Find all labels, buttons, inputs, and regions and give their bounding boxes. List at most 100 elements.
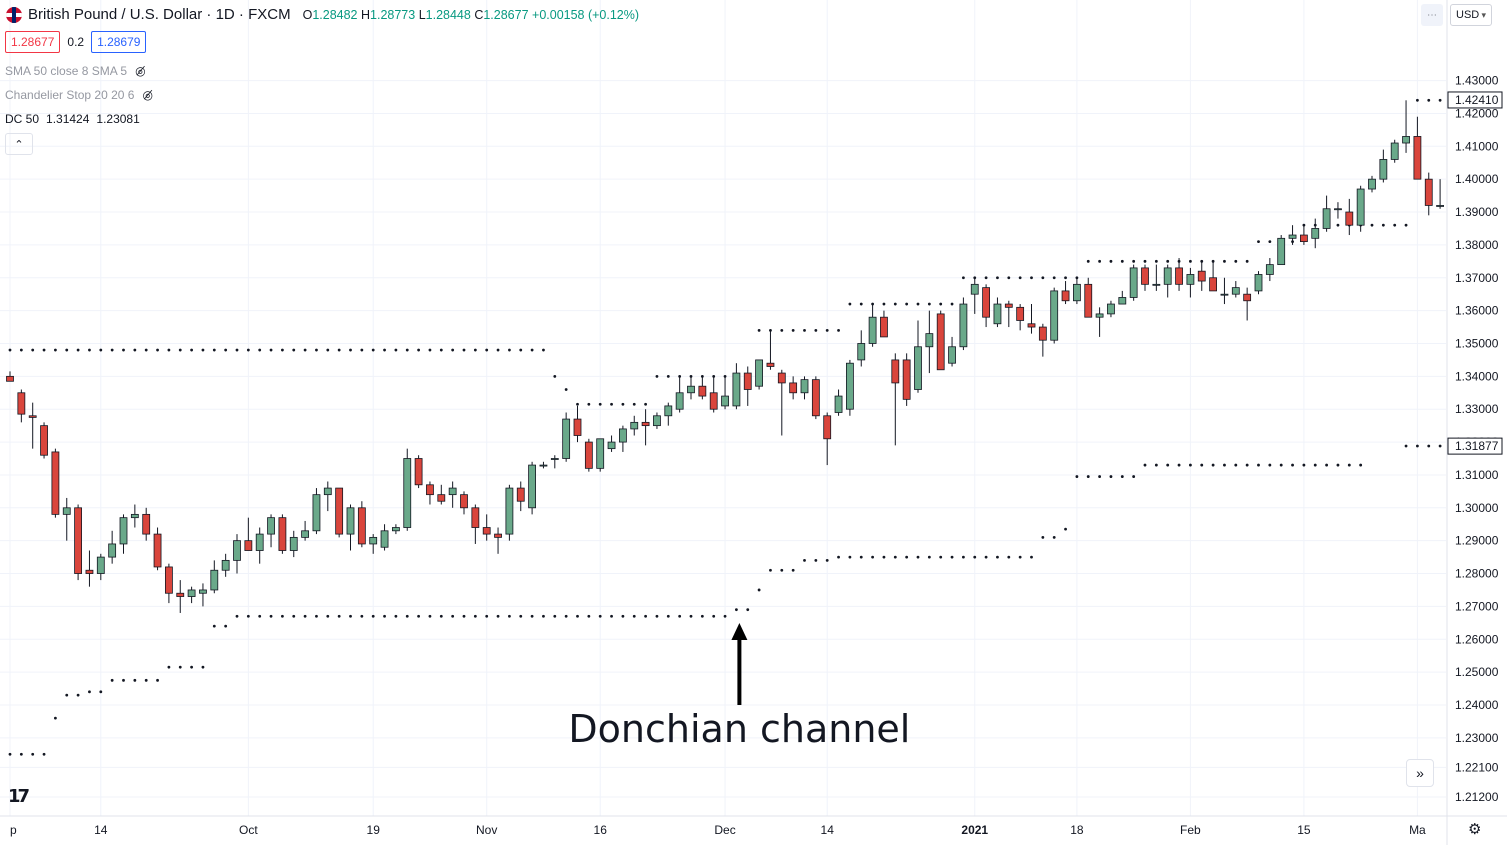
price-tick-label: 1.39000 xyxy=(1455,205,1499,219)
dc-lower-dot xyxy=(803,558,806,562)
candle-body xyxy=(176,592,185,597)
dc-lower-dot xyxy=(224,624,228,628)
dc-upper-dot xyxy=(1381,223,1385,227)
scroll-to-realtime-button[interactable]: » xyxy=(1406,759,1434,787)
collapse-legend-button[interactable]: ⌃ xyxy=(5,133,33,155)
price-tick-label: 1.26000 xyxy=(1455,632,1499,646)
currency-select[interactable]: USD xyxy=(1450,4,1492,26)
dc-lower-dot xyxy=(814,558,818,562)
dc-upper-dot xyxy=(939,302,943,306)
dc-upper-dot xyxy=(1052,276,1056,280)
dc-lower-dot xyxy=(451,614,455,618)
candle-body xyxy=(391,527,400,532)
dc-lower-dot xyxy=(281,614,284,618)
dc-lower-dot xyxy=(1416,444,1419,448)
candle-body xyxy=(164,566,173,594)
candle-body xyxy=(233,540,241,561)
candle-body xyxy=(959,303,968,348)
indicator-sma[interactable]: SMA 50 close 8 SMA 5 ◎̸ xyxy=(5,64,146,78)
price-tick-label: 1.27000 xyxy=(1455,599,1499,613)
candle-body xyxy=(1322,208,1331,229)
price-tick-label: 1.25000 xyxy=(1455,665,1499,679)
candle-body xyxy=(1209,277,1217,292)
sell-price-button[interactable]: 1.28677 xyxy=(5,31,61,53)
toolbar-toggle-button[interactable]: ⋯ xyxy=(1421,4,1443,26)
dc-lower-dot xyxy=(190,665,194,669)
dc-upper-dot xyxy=(428,348,432,352)
dc-upper-dot xyxy=(530,348,534,352)
candle-body xyxy=(755,359,763,387)
price-tick-label: 1.38000 xyxy=(1455,238,1499,252)
dc-lower-dot xyxy=(1189,463,1192,467)
price-tick-label: 1.31000 xyxy=(1455,468,1499,482)
dc-lower-dot xyxy=(973,555,977,559)
dc-upper-dot xyxy=(144,348,148,352)
candle-body xyxy=(721,395,729,407)
price-tick-label: 1.42000 xyxy=(1455,106,1499,120)
symbol-title[interactable]: British Pound / U.S. Dollar · 1D · FXCM xyxy=(28,6,291,23)
price-label-box xyxy=(1447,91,1503,109)
candle-body xyxy=(902,359,911,400)
dc-lower-dot xyxy=(1279,463,1283,467)
eye-hidden-icon[interactable]: ◎̸ xyxy=(142,88,153,102)
candle-body xyxy=(834,395,843,413)
dc-lower-dot xyxy=(780,568,784,572)
dc-upper-dot xyxy=(224,348,228,352)
candle-body xyxy=(1368,178,1376,190)
dc-upper-dot xyxy=(508,348,511,352)
dc-lower-dot xyxy=(144,678,148,682)
dc-upper-dot xyxy=(315,348,318,352)
buy-price-button[interactable]: 1.28679 xyxy=(91,31,147,53)
dc-upper-dot xyxy=(1257,240,1260,244)
dc-upper-dot xyxy=(212,348,216,352)
candle-body xyxy=(346,507,355,535)
symbol-header[interactable]: British Pound / U.S. Dollar · 1D · FXCM … xyxy=(6,6,639,23)
candle-body xyxy=(414,458,423,486)
dc-upper-dot xyxy=(576,402,579,406)
dc-upper-dot xyxy=(950,302,954,306)
dc-lower-dot xyxy=(848,555,852,559)
dc-upper-dot xyxy=(1143,259,1147,263)
price-tick-label: 1.33000 xyxy=(1455,402,1499,416)
indicator-chandelier[interactable]: Chandelier Stop 20 20 6 ◎̸ xyxy=(5,88,153,102)
candle-body xyxy=(1050,290,1059,341)
dc-lower-dot xyxy=(19,752,23,756)
dc-upper-dot xyxy=(496,348,500,352)
dc-lower-dot xyxy=(235,614,239,618)
dc-upper-dot xyxy=(417,348,420,352)
gear-icon[interactable]: ⚙ xyxy=(1468,821,1482,838)
candle-body xyxy=(1311,228,1320,239)
dc-lower-dot xyxy=(428,614,432,618)
candle-body xyxy=(199,589,207,594)
candle-body xyxy=(562,418,571,459)
date-tick-label: Oct xyxy=(239,823,258,837)
candle-body xyxy=(369,536,378,545)
candle-body xyxy=(846,362,854,410)
candle-body xyxy=(596,438,605,469)
dc-lower-dot xyxy=(882,555,886,559)
dc-upper-dot xyxy=(133,348,137,352)
dc-lower-dot xyxy=(530,614,534,618)
dc-upper-dot xyxy=(99,348,103,352)
candle-body xyxy=(891,359,900,384)
eye-hidden-icon[interactable]: ◎̸ xyxy=(135,64,146,78)
dc-upper-dot xyxy=(791,328,795,332)
candle-body xyxy=(17,392,26,415)
candle-body xyxy=(698,385,707,397)
dc-lower-dot xyxy=(666,614,670,618)
candle-body xyxy=(1379,159,1388,180)
date-tick-label: Dec xyxy=(714,823,735,837)
dc-lower-dot xyxy=(1234,463,1238,467)
candle-body xyxy=(1118,297,1127,305)
dc-lower-dot xyxy=(984,555,988,559)
candle-body xyxy=(1424,178,1433,206)
candle-body xyxy=(278,517,287,551)
price-label-box xyxy=(1447,437,1503,455)
dc-upper-dot xyxy=(905,302,909,306)
candle-body xyxy=(74,507,82,574)
candle-body xyxy=(641,421,650,427)
indicator-dc[interactable]: DC 50 1.31424 1.23081 xyxy=(5,112,140,126)
price-tick-label: 1.41000 xyxy=(1455,139,1499,153)
